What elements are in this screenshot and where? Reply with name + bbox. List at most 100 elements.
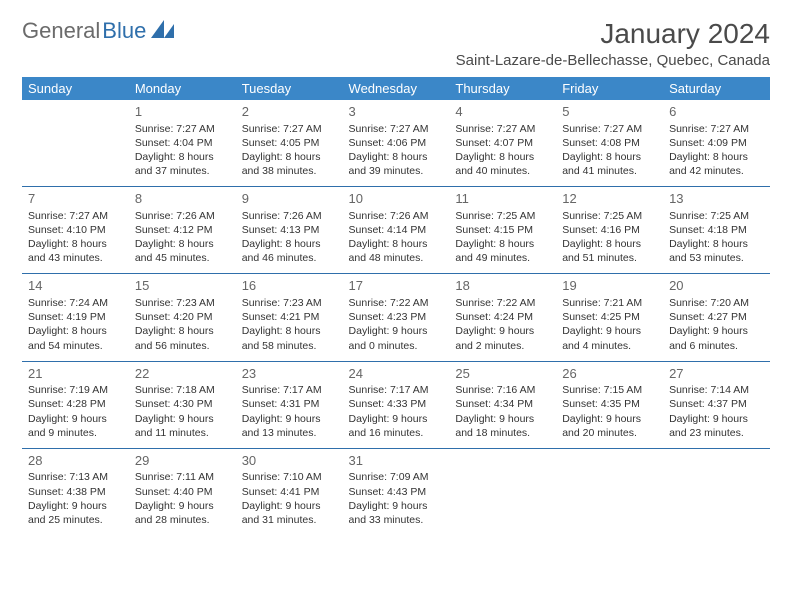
title-block: January 2024 Saint-Lazare-de-Bellechasse… — [456, 18, 770, 69]
day-number: 9 — [242, 190, 337, 208]
logo-mark-icon — [148, 18, 177, 44]
calendar-cell: 1Sunrise: 7:27 AMSunset: 4:04 PMDaylight… — [129, 100, 236, 187]
daylight-text: Daylight: 8 hours and 56 minutes. — [135, 324, 230, 352]
daylight-text: Daylight: 8 hours and 41 minutes. — [562, 150, 657, 178]
day-number: 18 — [455, 277, 550, 295]
daylight-text: Daylight: 8 hours and 42 minutes. — [669, 150, 764, 178]
day-number: 22 — [135, 365, 230, 383]
sunset-text: Sunset: 4:18 PM — [669, 223, 764, 237]
sunset-text: Sunset: 4:38 PM — [28, 485, 123, 499]
sunset-text: Sunset: 4:43 PM — [349, 485, 444, 499]
day-number: 27 — [669, 365, 764, 383]
sunrise-text: Sunrise: 7:20 AM — [669, 296, 764, 310]
sunrise-text: Sunrise: 7:09 AM — [349, 470, 444, 484]
sunset-text: Sunset: 4:16 PM — [562, 223, 657, 237]
cell-details: Sunrise: 7:13 AMSunset: 4:38 PMDaylight:… — [28, 470, 123, 527]
daylight-text: Daylight: 9 hours and 20 minutes. — [562, 412, 657, 440]
calendar-cell: 14Sunrise: 7:24 AMSunset: 4:19 PMDayligh… — [22, 274, 129, 361]
cell-details: Sunrise: 7:23 AMSunset: 4:21 PMDaylight:… — [242, 296, 337, 353]
sunset-text: Sunset: 4:31 PM — [242, 397, 337, 411]
cell-details: Sunrise: 7:27 AMSunset: 4:09 PMDaylight:… — [669, 122, 764, 179]
sunset-text: Sunset: 4:40 PM — [135, 485, 230, 499]
daylight-text: Daylight: 8 hours and 51 minutes. — [562, 237, 657, 265]
calendar-cell — [556, 448, 663, 535]
day-number: 23 — [242, 365, 337, 383]
sunrise-text: Sunrise: 7:27 AM — [455, 122, 550, 136]
weekday-header: Monday — [129, 77, 236, 100]
logo-text-general: General — [22, 18, 100, 44]
day-number: 1 — [135, 103, 230, 121]
daylight-text: Daylight: 9 hours and 18 minutes. — [455, 412, 550, 440]
calendar-cell — [449, 448, 556, 535]
logo: GeneralBlue — [22, 18, 177, 44]
daylight-text: Daylight: 9 hours and 11 minutes. — [135, 412, 230, 440]
sunrise-text: Sunrise: 7:24 AM — [28, 296, 123, 310]
calendar-cell: 19Sunrise: 7:21 AMSunset: 4:25 PMDayligh… — [556, 274, 663, 361]
cell-details: Sunrise: 7:27 AMSunset: 4:05 PMDaylight:… — [242, 122, 337, 179]
calendar-cell: 2Sunrise: 7:27 AMSunset: 4:05 PMDaylight… — [236, 100, 343, 187]
daylight-text: Daylight: 8 hours and 37 minutes. — [135, 150, 230, 178]
calendar-cell: 9Sunrise: 7:26 AMSunset: 4:13 PMDaylight… — [236, 187, 343, 274]
daylight-text: Daylight: 9 hours and 33 minutes. — [349, 499, 444, 527]
sunset-text: Sunset: 4:12 PM — [135, 223, 230, 237]
cell-details: Sunrise: 7:16 AMSunset: 4:34 PMDaylight:… — [455, 383, 550, 440]
calendar-cell: 28Sunrise: 7:13 AMSunset: 4:38 PMDayligh… — [22, 448, 129, 535]
sunrise-text: Sunrise: 7:22 AM — [349, 296, 444, 310]
calendar-cell: 21Sunrise: 7:19 AMSunset: 4:28 PMDayligh… — [22, 361, 129, 448]
cell-details: Sunrise: 7:27 AMSunset: 4:07 PMDaylight:… — [455, 122, 550, 179]
cell-details: Sunrise: 7:14 AMSunset: 4:37 PMDaylight:… — [669, 383, 764, 440]
sunrise-text: Sunrise: 7:25 AM — [455, 209, 550, 223]
cell-details: Sunrise: 7:24 AMSunset: 4:19 PMDaylight:… — [28, 296, 123, 353]
daylight-text: Daylight: 9 hours and 13 minutes. — [242, 412, 337, 440]
weekday-header: Friday — [556, 77, 663, 100]
cell-details: Sunrise: 7:18 AMSunset: 4:30 PMDaylight:… — [135, 383, 230, 440]
calendar-cell: 6Sunrise: 7:27 AMSunset: 4:09 PMDaylight… — [663, 100, 770, 187]
sunset-text: Sunset: 4:09 PM — [669, 136, 764, 150]
sunrise-text: Sunrise: 7:17 AM — [242, 383, 337, 397]
cell-details: Sunrise: 7:17 AMSunset: 4:33 PMDaylight:… — [349, 383, 444, 440]
sunset-text: Sunset: 4:10 PM — [28, 223, 123, 237]
sunrise-text: Sunrise: 7:19 AM — [28, 383, 123, 397]
daylight-text: Daylight: 9 hours and 31 minutes. — [242, 499, 337, 527]
sunset-text: Sunset: 4:13 PM — [242, 223, 337, 237]
calendar-cell: 4Sunrise: 7:27 AMSunset: 4:07 PMDaylight… — [449, 100, 556, 187]
sunrise-text: Sunrise: 7:27 AM — [349, 122, 444, 136]
sunset-text: Sunset: 4:30 PM — [135, 397, 230, 411]
day-number: 6 — [669, 103, 764, 121]
cell-details: Sunrise: 7:25 AMSunset: 4:16 PMDaylight:… — [562, 209, 657, 266]
day-number: 2 — [242, 103, 337, 121]
sunset-text: Sunset: 4:05 PM — [242, 136, 337, 150]
day-number: 16 — [242, 277, 337, 295]
day-number: 31 — [349, 452, 444, 470]
daylight-text: Daylight: 8 hours and 53 minutes. — [669, 237, 764, 265]
sunset-text: Sunset: 4:07 PM — [455, 136, 550, 150]
day-number: 25 — [455, 365, 550, 383]
day-number: 3 — [349, 103, 444, 121]
cell-details: Sunrise: 7:17 AMSunset: 4:31 PMDaylight:… — [242, 383, 337, 440]
day-number: 17 — [349, 277, 444, 295]
sunset-text: Sunset: 4:41 PM — [242, 485, 337, 499]
day-number: 8 — [135, 190, 230, 208]
daylight-text: Daylight: 9 hours and 9 minutes. — [28, 412, 123, 440]
weekday-header: Thursday — [449, 77, 556, 100]
daylight-text: Daylight: 8 hours and 49 minutes. — [455, 237, 550, 265]
location-text: Saint-Lazare-de-Bellechasse, Quebec, Can… — [456, 52, 770, 69]
cell-details: Sunrise: 7:09 AMSunset: 4:43 PMDaylight:… — [349, 470, 444, 527]
day-number: 4 — [455, 103, 550, 121]
daylight-text: Daylight: 9 hours and 16 minutes. — [349, 412, 444, 440]
weekday-header: Tuesday — [236, 77, 343, 100]
sunrise-text: Sunrise: 7:17 AM — [349, 383, 444, 397]
sunrise-text: Sunrise: 7:16 AM — [455, 383, 550, 397]
daylight-text: Daylight: 9 hours and 28 minutes. — [135, 499, 230, 527]
sunset-text: Sunset: 4:21 PM — [242, 310, 337, 324]
cell-details: Sunrise: 7:11 AMSunset: 4:40 PMDaylight:… — [135, 470, 230, 527]
sunset-text: Sunset: 4:08 PM — [562, 136, 657, 150]
calendar-cell: 17Sunrise: 7:22 AMSunset: 4:23 PMDayligh… — [343, 274, 450, 361]
cell-details: Sunrise: 7:26 AMSunset: 4:13 PMDaylight:… — [242, 209, 337, 266]
cell-details: Sunrise: 7:27 AMSunset: 4:08 PMDaylight:… — [562, 122, 657, 179]
logo-text-blue: Blue — [102, 18, 146, 44]
day-number: 15 — [135, 277, 230, 295]
sunrise-text: Sunrise: 7:26 AM — [242, 209, 337, 223]
day-number: 14 — [28, 277, 123, 295]
calendar-body: 1Sunrise: 7:27 AMSunset: 4:04 PMDaylight… — [22, 100, 770, 535]
